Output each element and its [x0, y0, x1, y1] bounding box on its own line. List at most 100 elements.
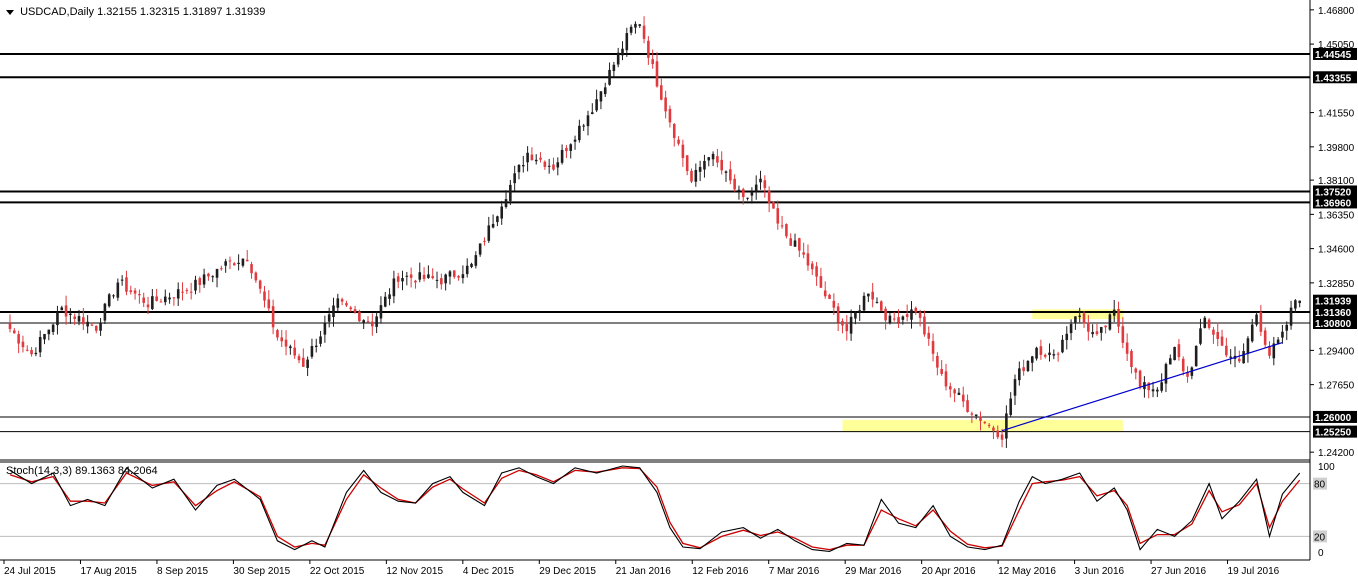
candle-body: [491, 223, 495, 228]
candle-body: [1276, 339, 1280, 344]
candle-body: [871, 291, 874, 300]
candle-body: [396, 276, 400, 282]
candle-body: [888, 315, 892, 323]
candle-body: [220, 268, 223, 270]
candle-body: [90, 324, 94, 326]
candle-body: [815, 266, 818, 277]
candle-body: [961, 394, 965, 402]
candle-body: [1151, 389, 1155, 392]
candle-body: [452, 270, 456, 277]
candle-body: [340, 299, 344, 302]
chart-legend[interactable]: USDCAD,Daily 1.32155 1.32315 1.31897 1.3…: [6, 6, 265, 18]
candle-body: [1091, 332, 1094, 335]
time-tick-label: 20 Apr 2016: [922, 566, 976, 577]
candle-body: [94, 325, 98, 331]
candle-body: [634, 23, 637, 28]
candle-body: [655, 61, 659, 87]
candle-body: [1035, 347, 1038, 359]
candle-body: [690, 170, 693, 182]
price-tick-label: 1.36350: [1318, 210, 1355, 221]
candle-body: [711, 153, 715, 160]
candle-body: [151, 296, 154, 310]
candle-body: [388, 294, 391, 299]
candle-body: [1125, 342, 1129, 354]
candle-body: [241, 258, 245, 266]
candle-body: [746, 197, 749, 199]
candle-body: [974, 414, 978, 416]
candle-body: [599, 91, 603, 102]
rising-trendline[interactable]: [1001, 341, 1283, 432]
price-tick-label: 1.41550: [1318, 109, 1355, 120]
candle-body: [82, 317, 85, 325]
stoch-tick-label: 0: [1318, 548, 1324, 559]
candle-body: [1281, 331, 1284, 338]
candle-body: [716, 156, 719, 163]
stoch-signal-line: [9, 467, 1301, 551]
candle-body: [371, 321, 374, 327]
candle-body: [349, 307, 353, 310]
ohlc-values: 1.32155 1.32315 1.31897 1.31939: [97, 6, 266, 18]
support-zones: [842, 309, 1123, 432]
candle-body: [13, 330, 16, 334]
candle-body: [1018, 368, 1021, 381]
level-price-label: 1.31360: [1315, 308, 1352, 319]
candle-body: [1164, 364, 1168, 384]
candle-body: [918, 312, 922, 318]
candle-body: [1194, 345, 1198, 367]
candle-body: [1005, 413, 1008, 439]
candle-body: [276, 330, 279, 338]
candle-body: [785, 224, 788, 237]
candle-body: [910, 309, 913, 320]
candle-body: [823, 290, 827, 297]
candle-body: [172, 297, 176, 299]
level-price-label: 1.44545: [1315, 50, 1352, 61]
candle-body: [780, 225, 784, 227]
candle-body: [1272, 343, 1276, 359]
time-tick-label: 7 Mar 2016: [769, 566, 820, 577]
candle-body: [1199, 328, 1202, 344]
stoch-level-label: 80: [1314, 480, 1326, 491]
candle-body: [435, 279, 439, 281]
candle-body: [612, 64, 616, 71]
candle-body: [496, 216, 499, 223]
candle-body: [245, 259, 249, 262]
candle-body: [336, 298, 340, 308]
candle-body: [30, 349, 33, 355]
time-tick-label: 27 Jun 2016: [1151, 566, 1206, 577]
candle-body: [1022, 367, 1025, 372]
candle-body: [841, 320, 844, 326]
candle-body: [1130, 350, 1133, 368]
candle-body: [828, 294, 831, 299]
horizontal-levels: [0, 52, 1310, 433]
candle-body: [280, 337, 284, 342]
candle-body: [1246, 338, 1250, 354]
level-price-label: 1.36960: [1315, 198, 1352, 209]
candle-body: [25, 349, 29, 351]
candle-body: [107, 294, 111, 307]
candle-body: [638, 24, 642, 26]
candle-body: [970, 413, 974, 415]
collapse-triangle-icon[interactable]: [6, 9, 14, 15]
level-price-label: 1.25250: [1315, 428, 1352, 439]
candle-body: [1138, 370, 1142, 387]
candle-body: [1108, 314, 1112, 330]
candle-body: [319, 336, 322, 344]
candle-body: [427, 274, 430, 278]
candle-body: [185, 290, 189, 292]
candle-body: [323, 323, 327, 335]
candle-body: [211, 276, 215, 278]
candle-body: [836, 306, 840, 323]
candle-body: [733, 178, 736, 190]
candle-body: [681, 144, 685, 158]
candle-body: [892, 318, 896, 320]
candle-body: [763, 180, 767, 188]
candle-body: [737, 189, 741, 192]
candle-body: [1117, 308, 1120, 327]
time-tick-label: 30 Sep 2015: [233, 566, 290, 577]
candle-body: [949, 386, 952, 390]
time-tick-label: 19 Jul 2016: [1228, 566, 1280, 577]
candle-body: [569, 144, 573, 151]
candle-body: [228, 260, 232, 262]
candle-body: [867, 293, 870, 297]
time-tick-label: 24 Jul 2015: [4, 566, 56, 577]
